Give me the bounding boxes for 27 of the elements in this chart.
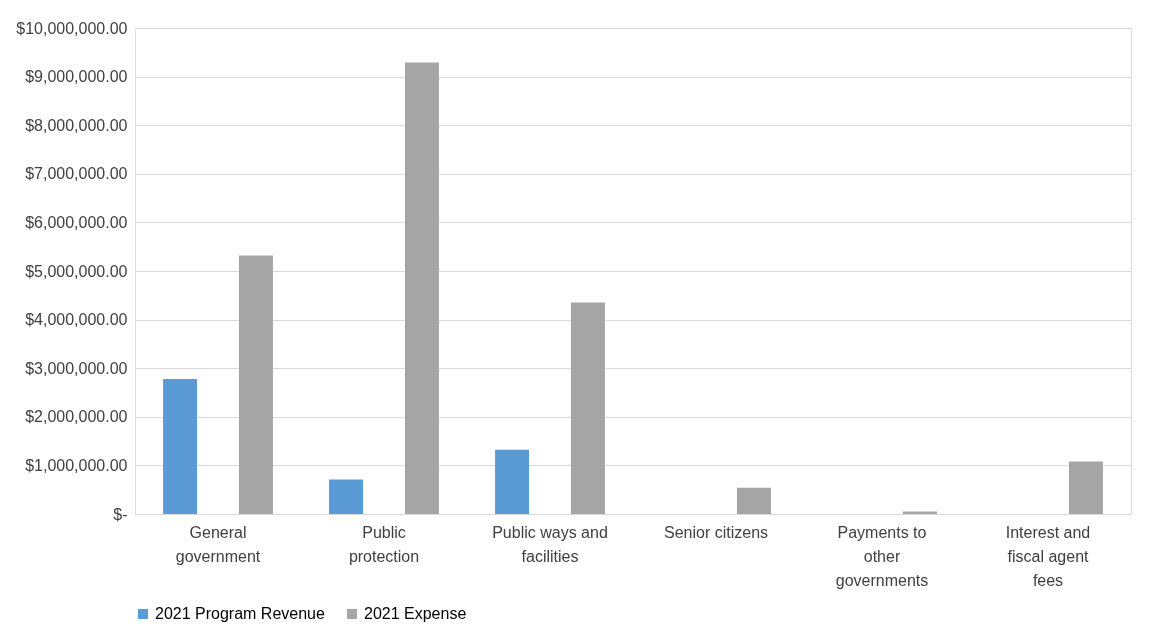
y-tick-label: $4,000,000.00 [25, 311, 128, 329]
bar [163, 378, 198, 514]
y-tick-label: $8,000,000.00 [25, 116, 128, 134]
bar [404, 62, 439, 514]
bar [1068, 461, 1103, 514]
x-tick-label: Payments to other governments [835, 523, 929, 589]
y-tick-label: $6,000,000.00 [25, 213, 128, 231]
bar [329, 479, 364, 514]
y-tick-label: $1,000,000.00 [25, 456, 128, 474]
bar [238, 255, 273, 514]
x-tick-label: Interest and fiscal agent fees [1005, 523, 1091, 589]
y-tick-label: $10,000,000.00 [16, 19, 128, 37]
bar [736, 487, 771, 514]
bar [570, 302, 605, 514]
legend-label: 2021 Program Revenue [155, 605, 325, 622]
y-tick-label: $5,000,000.00 [25, 262, 128, 280]
legend-label: 2021 Expense [364, 605, 467, 622]
y-tick-label: $3,000,000.00 [25, 359, 128, 377]
x-tick-label: General government [175, 523, 261, 565]
x-tick-label: Public protection [348, 523, 420, 565]
y-tick-label: $9,000,000.00 [25, 68, 128, 86]
y-tick-label: $2,000,000.00 [25, 408, 128, 426]
bar [495, 449, 530, 514]
x-tick-label: Public ways and facilities [492, 523, 608, 565]
y-tick-label: $7,000,000.00 [25, 165, 128, 183]
y-tick-label: $- [113, 505, 128, 523]
x-tick-label: Senior citizens [663, 523, 769, 541]
